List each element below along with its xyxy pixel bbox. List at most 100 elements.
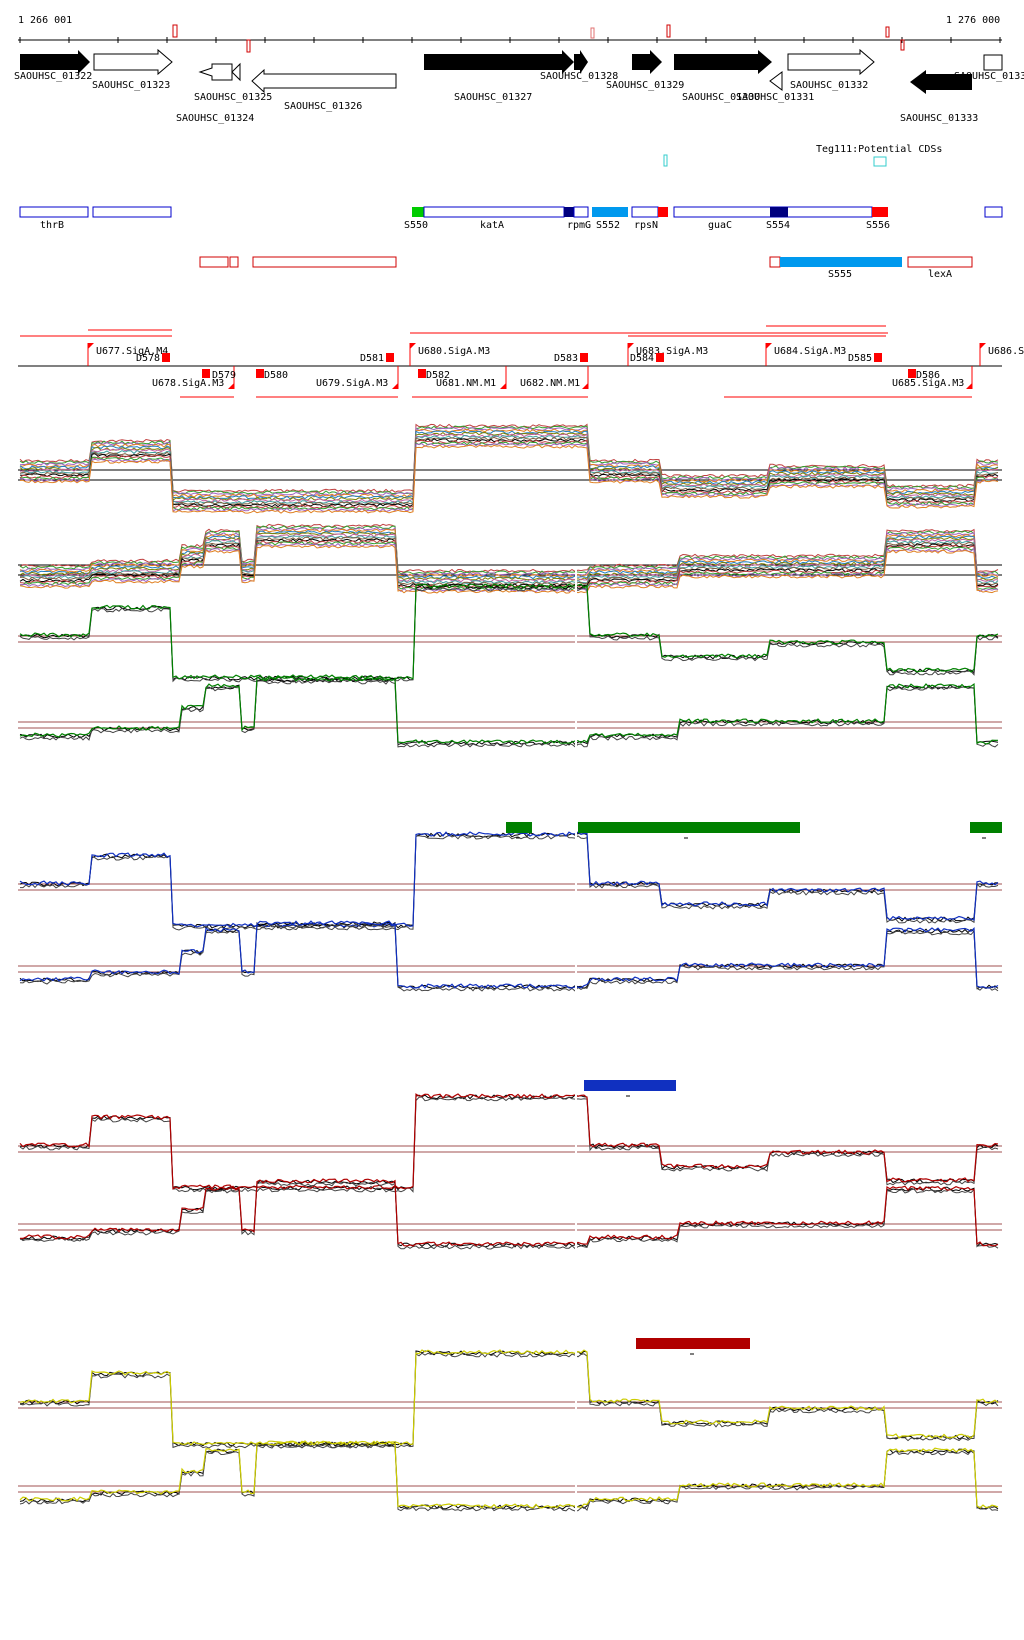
segment-box[interactable] [770,207,788,217]
expression-track [18,896,1002,1006]
gene-arrow[interactable] [198,63,233,81]
multi-sample-track [18,423,1002,514]
segment-box[interactable] [412,207,424,217]
gene-label: SAOUHSC_01330 [682,92,760,103]
promoter-label: U679.SigA.M3 [316,378,388,389]
gene-label: SAOUHSC_01326 [284,101,362,112]
gene-arrow[interactable] [983,54,1003,71]
segment-box[interactable] [592,207,628,217]
teg-label: Teg111:Potential CDSs [816,144,942,155]
segment-label: S552 [596,220,620,231]
terminator-label: D580 [264,370,288,381]
gene-label: SAOUHSC_01334 [954,71,1024,82]
promoter-label: U681.NM.M1 [436,378,496,389]
segment-label: S556 [866,220,890,231]
segment-box[interactable] [658,207,668,217]
condition-bar[interactable] [578,822,800,833]
annotation-track: thrB S550 katA rpmG S552 rpsN guaC S554 … [19,206,1003,280]
terminator-label: D585 [848,353,872,364]
expression-panels [18,423,1002,1526]
expression-track [18,1154,1002,1264]
annotation-label: guaC [708,220,732,231]
ruler-end-label: 1 276 000 [946,15,1000,26]
gene-arrow[interactable] [20,50,90,74]
gene-label: SAOUHSC_01328 [540,71,618,82]
gene-arrow[interactable] [574,50,588,74]
gene-label: SAOUHSC_01333 [900,113,978,124]
gene-label: SAOUHSC_01331 [736,92,814,103]
gene-label: SAOUHSC_01327 [454,92,532,103]
expression-track [18,1416,1002,1526]
promoter-label: U680.SigA.M3 [418,346,490,357]
annotation-label: katA [480,220,504,231]
segment-box[interactable] [872,207,888,217]
expression-track [18,566,1002,683]
segment-label: S555 [828,269,852,280]
expression-track [18,1332,1002,1449]
gene-arrow[interactable] [910,70,972,94]
terminator-label: D586 [916,370,940,381]
annotation-label: rpsN [634,220,658,231]
terminator-label: D583 [554,353,578,364]
gene-label: SAOUHSC_01332 [790,80,868,91]
teg-track: Teg111:Potential CDSs [663,144,942,167]
segment-label: S550 [404,220,428,231]
annotation-box[interactable] [769,256,781,268]
gene-arrow[interactable] [424,50,574,74]
expression-track [18,814,1002,931]
annotation-box[interactable] [19,206,89,218]
multi-sample-track [18,523,1002,594]
gene-label: SAOUHSC_01329 [606,80,684,91]
gene-arrow[interactable] [251,68,397,94]
gene-label: SAOUHSC_01325 [194,92,272,103]
annotation-box[interactable] [573,206,589,218]
promoter-track: U677.SigA.M4 U680.SigA.M3 U683.SigA.M3 U… [18,325,1024,398]
annotation-box[interactable] [252,256,397,268]
ruler-start-label: 1 266 001 [18,15,72,26]
terminator-label: D581 [360,353,384,364]
gene-label: SAOUHSC_01322 [14,71,92,82]
expression-track [18,1076,1002,1193]
annotation-label: rpmG [567,220,591,231]
gene-arrow[interactable] [769,71,783,91]
condition-bar[interactable] [970,822,1002,833]
condition-markers [506,822,1002,1355]
promoter-label: U685.SigA.M3 [892,378,964,389]
terminator-label: D578 [136,353,160,364]
promoter-label: U684.SigA.M3 [774,346,846,357]
gene-arrow[interactable] [787,48,875,76]
gene-arrow[interactable] [674,50,772,74]
teg-feature[interactable] [873,156,887,167]
terminator-label: D584 [630,353,654,364]
gene-arrow[interactable] [93,48,173,76]
annotation-box[interactable] [631,206,659,218]
segment-box[interactable] [780,257,902,267]
condition-bar[interactable] [584,1080,676,1091]
annotation-box[interactable] [199,256,229,268]
coordinate-ruler: 1 266 001 1 276 000 [18,15,1002,53]
annotation-label: thrB [40,220,64,231]
annotation-box[interactable] [229,256,239,268]
promoter-label: U677.SigA.M4 [96,346,168,357]
gene-arrow[interactable] [632,50,662,74]
annotation-box[interactable] [907,256,973,268]
promoter-label: U682.NM.M1 [520,378,580,389]
annotation-box[interactable] [984,206,1003,218]
expression-track [18,652,1002,762]
gene-arrow[interactable] [231,62,241,82]
gene-label: SAOUHSC_01323 [92,80,170,91]
promoter-label: U683.SigA.M3 [636,346,708,357]
annotation-box[interactable] [92,206,172,218]
terminator-label: D579 [212,370,236,381]
segment-box[interactable] [564,207,574,217]
condition-bar[interactable] [506,822,532,833]
promoter-label: U686.SigA.M3 [988,346,1024,357]
terminator-label: D582 [426,370,450,381]
condition-bar[interactable] [636,1338,750,1349]
gene-track: SAOUHSC_01322 SAOUHSC_01323 SAOUHSC_0132… [14,48,1024,124]
teg-feature[interactable] [663,154,668,167]
segment-label: S554 [766,220,790,231]
promoter-label: U678.SigA.M3 [152,378,224,389]
annotation-box[interactable] [423,206,565,218]
